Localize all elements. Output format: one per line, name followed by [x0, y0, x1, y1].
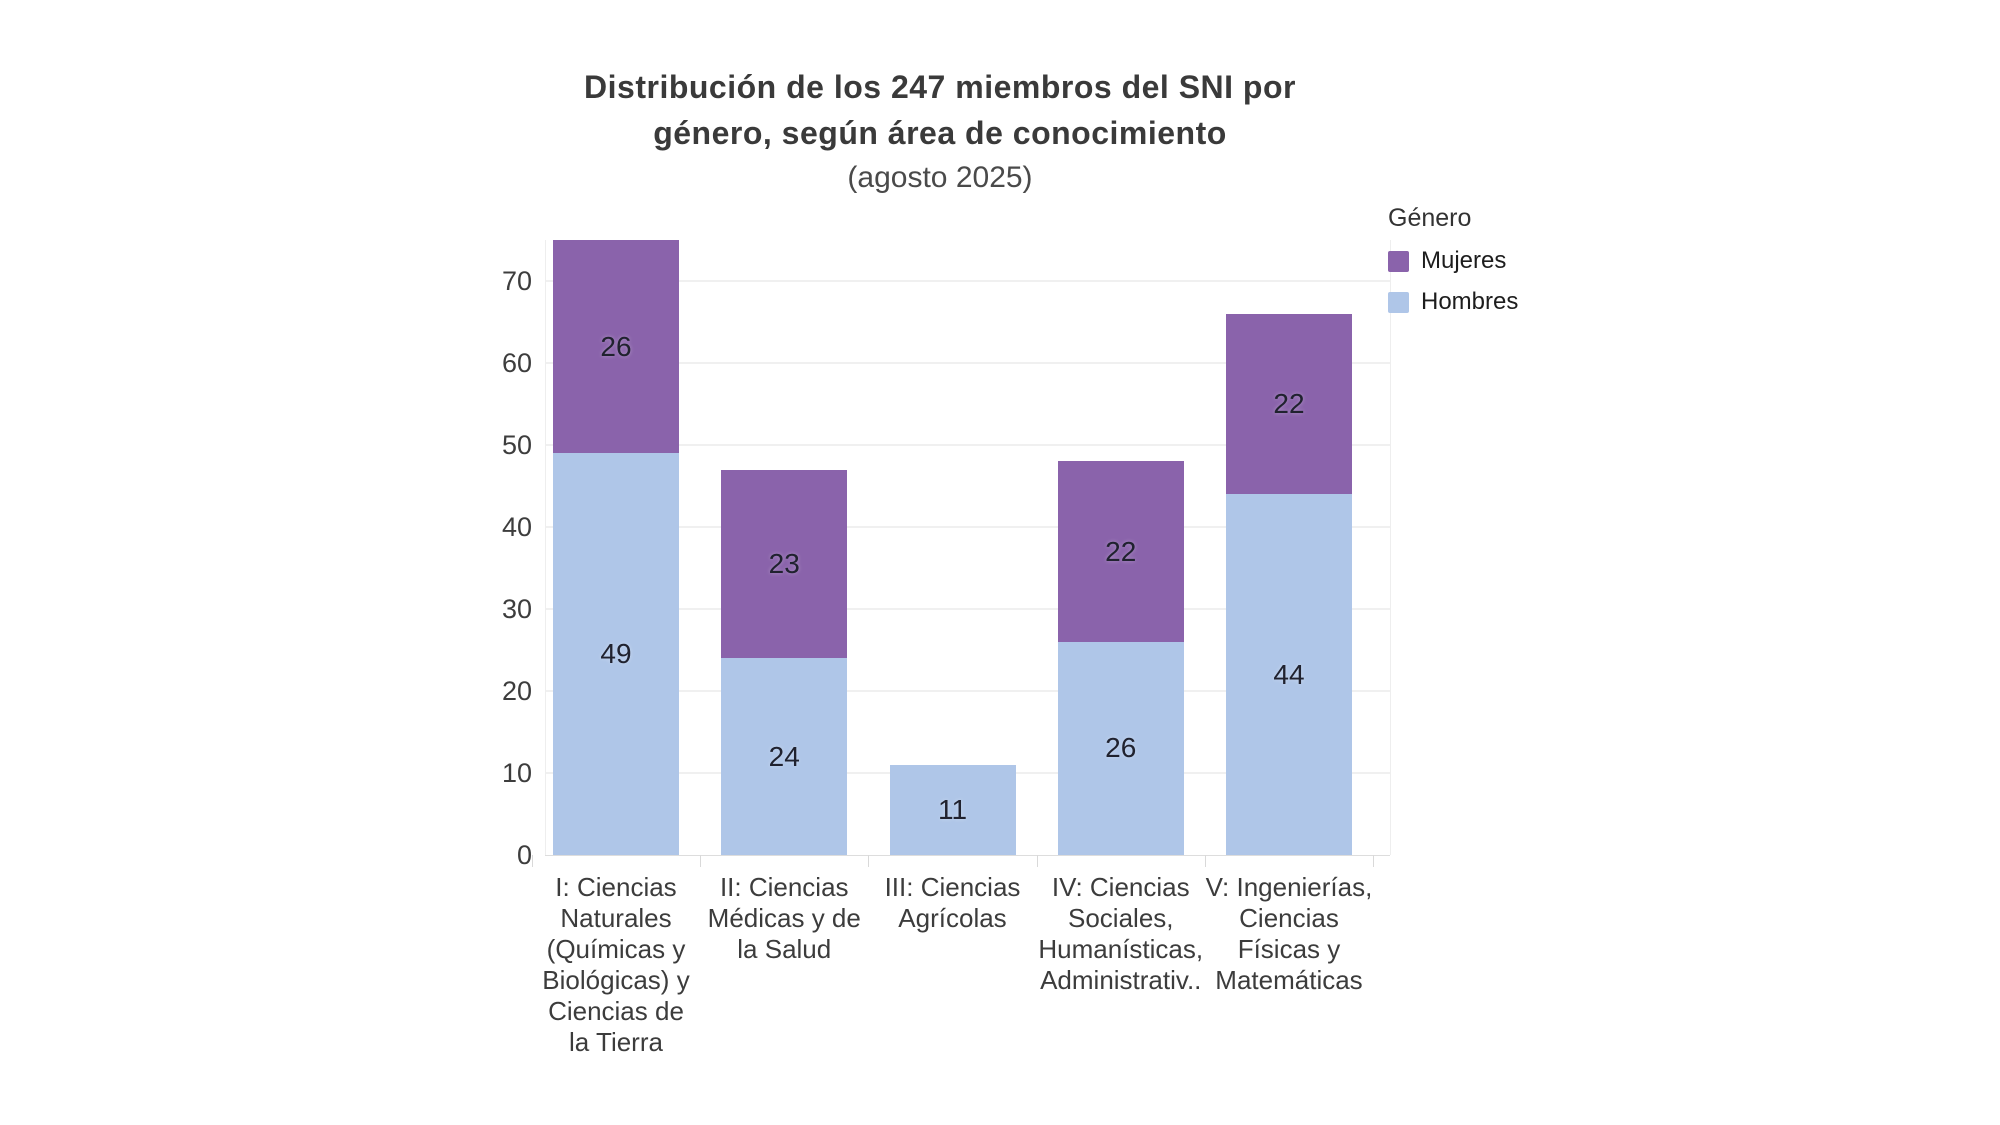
legend-swatch-mujeres-icon [1388, 250, 1409, 272]
bar-segment-mujeres-1[interactable]: 26 [553, 240, 679, 454]
bar-value-label-mujeres-5: 22 [1273, 387, 1305, 419]
bar-segment-mujeres-5[interactable]: 22 [1226, 313, 1352, 495]
bar-value-label-hombres-2: 24 [768, 740, 800, 772]
category-divider-tick-5 [1373, 855, 1375, 867]
category-divider-tick-4 [1204, 855, 1206, 867]
x-category-label-3: III: Ciencias Agrícolas [884, 872, 1021, 933]
bar-value-label-mujeres-1: 26 [600, 330, 632, 362]
legend-item-mujeres[interactable]: Mujeres [1388, 247, 1518, 275]
y-tick-label-70: 70 [501, 266, 532, 296]
plot-right-border [1390, 240, 1391, 855]
category-divider-tick-3 [1036, 855, 1038, 867]
legend: Género Mujeres Hombres [1388, 204, 1518, 329]
bar-segment-mujeres-2[interactable]: 23 [721, 469, 848, 659]
legend-label-hombres: Hombres [1421, 288, 1519, 315]
gridline-y-60 [545, 362, 1390, 364]
gridline-y-20 [545, 690, 1390, 692]
category-divider-tick-1 [700, 855, 702, 867]
gridline-y-70 [545, 280, 1390, 282]
category-divider-tick-2 [868, 855, 870, 867]
chart-title-line-2: género, según área de conocimiento [653, 115, 1227, 151]
y-tick-label-40: 40 [501, 512, 532, 542]
y-tick-label-10: 10 [501, 758, 532, 788]
bar-segment-hombres-3[interactable]: 11 [889, 764, 1016, 855]
y-tick-label-20: 20 [501, 676, 532, 706]
bar-segment-hombres-2[interactable]: 24 [721, 658, 848, 855]
bar-segment-mujeres-4[interactable]: 22 [1057, 461, 1184, 642]
y-tick-label-30: 30 [501, 594, 532, 624]
bar-segment-hombres-4[interactable]: 26 [1057, 641, 1184, 855]
bar-value-label-hombres-5: 44 [1273, 658, 1305, 690]
y-tick-label-0: 0 [516, 840, 532, 870]
legend-title: Género [1388, 204, 1472, 232]
legend-item-hombres[interactable]: Hombres [1388, 288, 1518, 316]
bar-value-label-mujeres-2: 23 [768, 547, 800, 579]
plot-left-border [545, 240, 546, 855]
chart-subtitle: (agosto 2025) [847, 161, 1033, 194]
y-tick-label-50: 50 [501, 430, 532, 460]
legend-swatch-hombres-icon [1388, 291, 1409, 313]
gridline-y-40 [545, 526, 1390, 528]
bar-segment-hombres-5[interactable]: 44 [1226, 494, 1352, 855]
x-category-label-1: I: Ciencias Naturales (Químicas y Biológ… [542, 872, 690, 1057]
y-tick-label-60: 60 [501, 348, 532, 378]
x-category-label-2: II: Ciencias Médicas y de la Salud [707, 872, 861, 964]
gridline-y-30 [545, 608, 1390, 610]
category-divider-tick-0 [531, 855, 533, 867]
bar-value-label-hombres-4: 26 [1105, 732, 1137, 764]
bar-segment-hombres-1[interactable]: 49 [553, 453, 679, 855]
x-axis-baseline [545, 855, 1390, 856]
chart-title-line-1: Distribución de los 247 miembros del SNI… [584, 69, 1296, 105]
x-category-label-4: IV: Ciencias Sociales, Humanísticas, Adm… [1038, 872, 1204, 995]
bar-value-label-hombres-1: 49 [600, 638, 632, 670]
x-category-label-5: V: Ingenierías, Ciencias Físicas y Matem… [1205, 872, 1373, 995]
legend-label-mujeres: Mujeres [1421, 247, 1507, 274]
gridline-y-50 [545, 444, 1390, 446]
bar-value-label-mujeres-4: 22 [1105, 535, 1137, 567]
bar-value-label-hombres-3: 11 [937, 793, 968, 825]
chart-title-block: Distribución de los 247 miembros del SNI… [140, 64, 1740, 200]
